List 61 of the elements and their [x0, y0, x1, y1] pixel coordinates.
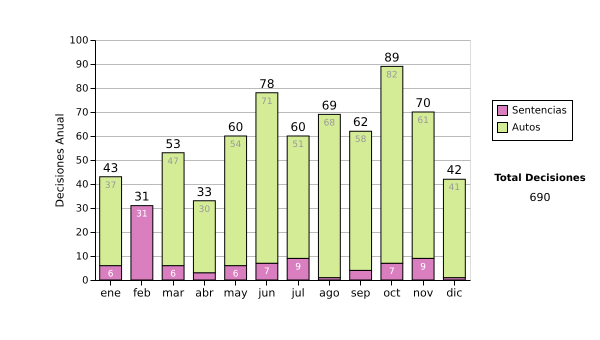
x-tick-label: may — [224, 286, 248, 300]
bar — [442, 178, 466, 278]
total-label: 53 — [165, 136, 181, 151]
data-label: 61 — [417, 116, 429, 126]
data-label: 7 — [264, 267, 270, 278]
y-tick-label: 10 — [76, 252, 88, 262]
y-tick-label: 20 — [76, 228, 88, 238]
x-tick-label: nov — [413, 286, 434, 300]
total-label: 70 — [415, 96, 431, 110]
total-label: 43 — [102, 160, 118, 175]
data-label: 47 — [167, 156, 179, 167]
data-label: 6 — [232, 270, 239, 280]
data-label: 30 — [198, 204, 210, 215]
text: 690 — [530, 191, 550, 204]
x-tick-label: jul — [290, 286, 305, 300]
data-label: 71 — [261, 96, 273, 107]
data-label: 6 — [170, 270, 176, 280]
data-label: 7 — [389, 267, 395, 278]
total-label: 31 — [134, 190, 150, 204]
y-tick-label: 70 — [76, 108, 88, 118]
y-axis-title: Decisiones Anual — [53, 113, 66, 208]
total-label: 78 — [259, 76, 275, 91]
total-label: 60 — [290, 120, 306, 134]
x-tick-label: ene — [100, 286, 122, 300]
data-label: 31 — [136, 210, 148, 220]
x-tick-label: oct — [383, 286, 402, 300]
legend-label: Sentencias — [512, 106, 567, 116]
data-label: 68 — [324, 118, 336, 128]
total-label: 60 — [228, 120, 244, 134]
bar — [318, 114, 341, 278]
y-tick-label: 30 — [76, 204, 88, 214]
y-tick-label: 50 — [76, 156, 88, 166]
y-tick-label: 40 — [76, 180, 88, 190]
total-label: 42 — [446, 163, 462, 178]
x-tick-label: feb — [133, 286, 151, 300]
data-label: 51 — [292, 140, 304, 150]
y-tick-label: 0 — [82, 276, 88, 286]
data-label: 9 — [295, 262, 302, 272]
x-tick-label: jun — [257, 286, 276, 300]
total-label: 62 — [352, 115, 368, 130]
y-tick-label: 100 — [69, 36, 88, 46]
total-label: 89 — [384, 50, 400, 64]
y-tick-label: 90 — [76, 60, 88, 70]
text: Total Decisiones — [494, 173, 586, 184]
data-label: 82 — [386, 70, 398, 80]
x-tick-label: abr — [195, 286, 214, 300]
x-tick-label: mar — [162, 286, 185, 300]
total-label: 33 — [196, 184, 212, 199]
data-label: 54 — [230, 140, 242, 150]
y-tick-label: 80 — [76, 84, 88, 94]
legend-label: Autos — [512, 122, 540, 134]
x-tick-label: dic — [446, 286, 462, 300]
x-tick-label: ago — [319, 286, 340, 300]
data-label: 37 — [104, 180, 116, 191]
data-label: 41 — [448, 183, 460, 194]
x-tick-label: sep — [350, 286, 370, 300]
data-label: 6 — [108, 270, 114, 280]
data-label: 58 — [354, 135, 367, 146]
data-label: 9 — [420, 262, 426, 272]
y-tick-label: 60 — [76, 132, 88, 142]
total-label: 69 — [322, 98, 338, 112]
